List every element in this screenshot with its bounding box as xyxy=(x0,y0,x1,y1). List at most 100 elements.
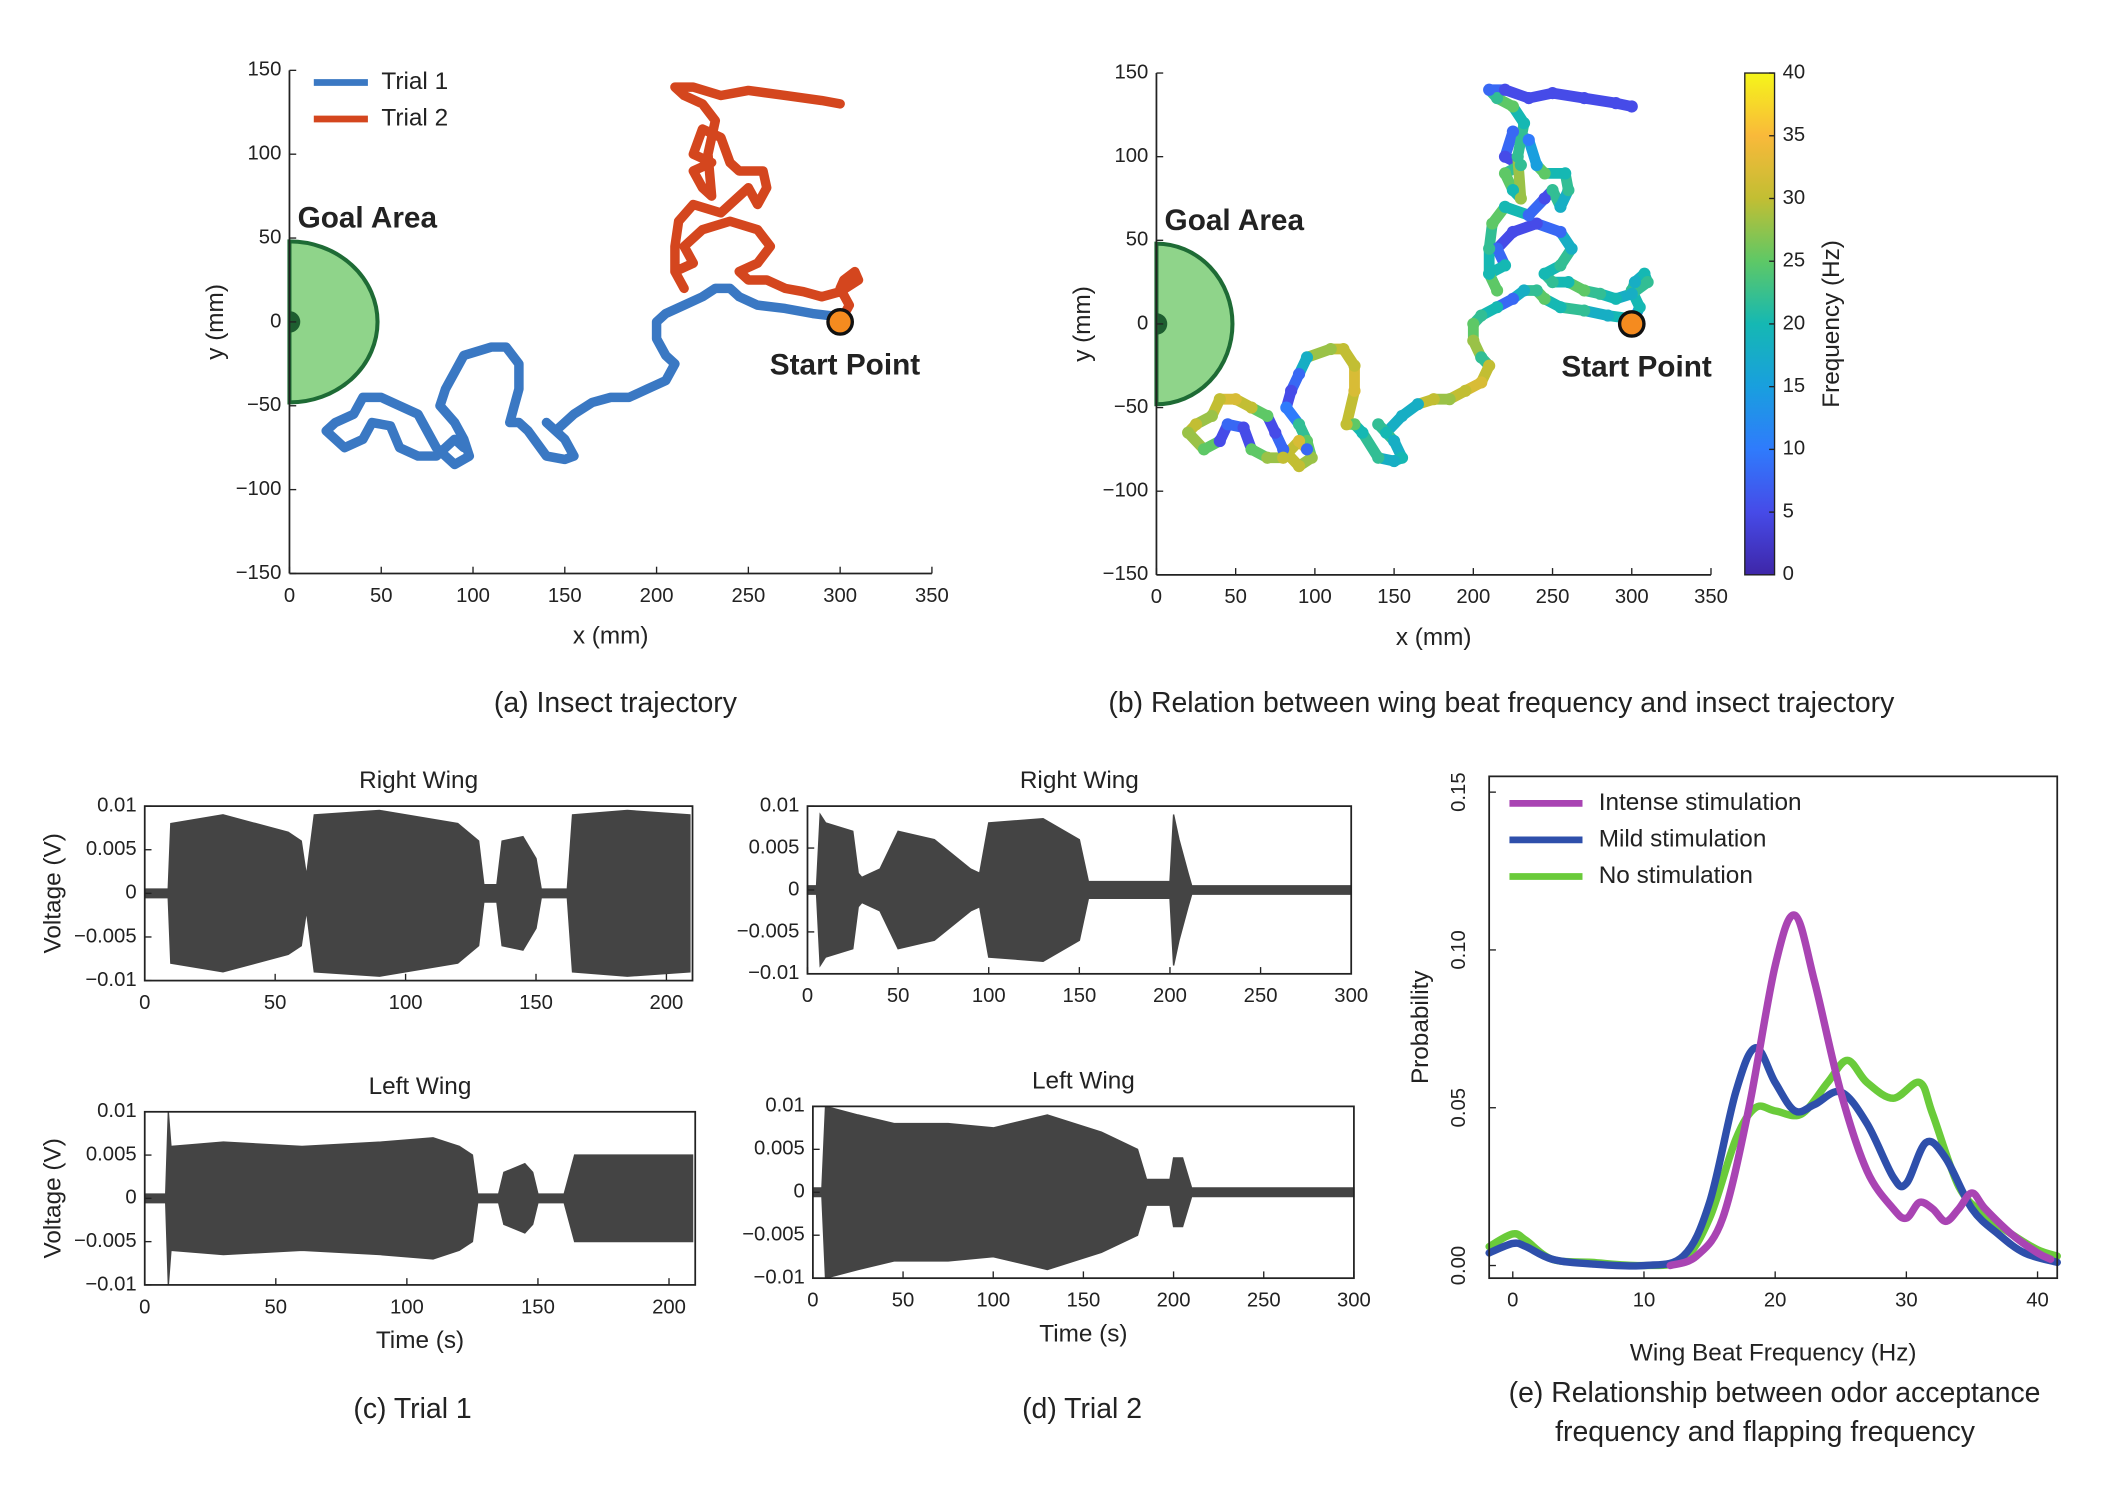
x-tick-label: 0 xyxy=(139,992,150,1014)
y-tick-label: 0.00 xyxy=(1448,1246,1470,1285)
trajectory-point xyxy=(1554,259,1567,272)
x-tick-label: 100 xyxy=(456,585,490,607)
trajectory-point xyxy=(1506,225,1520,239)
x-tick-label: 40 xyxy=(2026,1290,2049,1312)
trajectory-point xyxy=(1506,125,1520,138)
trajectory-point xyxy=(1475,309,1488,322)
trajectory-point xyxy=(1285,384,1298,397)
trajectory-point xyxy=(1459,384,1472,397)
x-tick-label: 200 xyxy=(652,1296,686,1318)
trajectory-point xyxy=(1443,393,1456,406)
trajectory-point xyxy=(1292,368,1306,381)
trajectory-point xyxy=(1498,150,1512,163)
trajectory-point xyxy=(1483,359,1496,372)
goal-area xyxy=(287,239,380,405)
trajectory-point xyxy=(1491,301,1504,314)
x-tick-label: 0 xyxy=(802,985,813,1007)
trajectory-point xyxy=(1546,184,1559,197)
trajectory-point xyxy=(1280,401,1293,414)
y-tick-label: 0 xyxy=(788,878,799,900)
trajectory-point xyxy=(1554,225,1567,239)
trajectory-point xyxy=(1483,83,1496,96)
x-tick-label: 250 xyxy=(731,585,765,607)
trajectory-point xyxy=(1522,209,1535,222)
colorbar-label: Frequency (Hz) xyxy=(1818,240,1845,408)
x-axis-label: x (mm) xyxy=(1396,624,1472,651)
y-tick-label: 0.01 xyxy=(97,1100,136,1122)
y-axis-label: y (mm) xyxy=(202,284,229,360)
start-label: Start Point xyxy=(770,348,920,381)
x-tick-label: 300 xyxy=(1615,586,1649,608)
y-tick-label: −0.005 xyxy=(74,1230,137,1252)
x-tick-label: 0 xyxy=(807,1290,818,1312)
y-tick-label: −0.005 xyxy=(74,925,137,947)
colorbar-tick-label: 25 xyxy=(1783,250,1806,272)
y-tick-label: 150 xyxy=(1115,61,1149,83)
series-line xyxy=(1485,1044,2061,1270)
x-tick-label: 150 xyxy=(1377,586,1411,608)
subplot-title: Right Wing xyxy=(1020,767,1139,794)
trajectory-point xyxy=(1559,167,1572,180)
trajectory-point xyxy=(1372,451,1385,464)
trajectory-point xyxy=(1546,87,1559,100)
trajectory-point xyxy=(1517,284,1531,297)
colorbar-tick-label: 30 xyxy=(1783,187,1806,209)
trajectory-point xyxy=(1300,443,1314,456)
trajectory-point xyxy=(1395,409,1409,423)
trajectory-point xyxy=(1292,434,1306,448)
x-tick-label: 200 xyxy=(640,585,674,607)
trajectory-point xyxy=(1530,158,1543,172)
trajectory-point xyxy=(1213,434,1226,448)
trajectory-point xyxy=(1197,443,1211,456)
trajectory-point xyxy=(1530,217,1543,230)
y-tick-label: −50 xyxy=(247,394,281,416)
trajectory-point xyxy=(1491,284,1504,297)
x-tick-label: 150 xyxy=(548,585,582,607)
trajectory-point xyxy=(1388,455,1401,468)
trajectory-point xyxy=(1292,460,1306,473)
series-line xyxy=(1485,1056,2061,1270)
trajectory-point xyxy=(1609,97,1623,110)
y-tick-label: −150 xyxy=(1103,563,1149,585)
goal-label: Goal Area xyxy=(298,202,438,235)
x-tick-label: 50 xyxy=(892,1290,915,1312)
series-line xyxy=(1666,911,2055,1270)
subplot-title: Left Wing xyxy=(369,1073,472,1100)
trajectory-point xyxy=(1380,426,1393,439)
trajectory-point xyxy=(1522,92,1535,105)
trajectory-point xyxy=(1562,184,1575,197)
y-tick-label: 150 xyxy=(248,59,282,81)
trajectory-point xyxy=(1546,276,1559,289)
x-tick-label: 250 xyxy=(1244,985,1278,1007)
start-point xyxy=(826,308,855,336)
y-tick-label: 0.15 xyxy=(1448,772,1470,811)
x-tick-label: 350 xyxy=(1694,586,1728,608)
trajectory-point xyxy=(1633,301,1646,314)
y-tick-label: 100 xyxy=(248,143,282,165)
legend-label: Trial 1 xyxy=(381,68,448,95)
y-tick-label: −50 xyxy=(1114,396,1148,418)
y-tick-label: 0.01 xyxy=(765,1095,804,1117)
trajectory-point xyxy=(1506,292,1520,305)
x-tick-label: 300 xyxy=(823,585,857,607)
legend-label: Trial 2 xyxy=(381,104,448,131)
signal-envelope xyxy=(812,1105,1355,1280)
x-tick-label: 100 xyxy=(972,985,1006,1007)
x-tick-label: 0 xyxy=(284,585,295,607)
trajectory-point xyxy=(1554,301,1567,314)
trajectory-point xyxy=(1522,133,1535,147)
signal-envelope xyxy=(806,812,1352,968)
trajectory-point xyxy=(1261,451,1274,464)
colorbar-tick-label: 5 xyxy=(1783,500,1794,522)
x-tick-label: 0 xyxy=(139,1296,150,1318)
x-tick-label: 100 xyxy=(390,1296,424,1318)
trajectory-point xyxy=(1498,83,1512,96)
trajectory-point xyxy=(1514,192,1527,205)
trajectory-point xyxy=(1189,418,1203,431)
x-tick-label: 10 xyxy=(1633,1290,1656,1312)
trajectory-point xyxy=(1277,443,1290,456)
colorbar-tick-label: 15 xyxy=(1783,375,1806,397)
y-axis-label: Voltage (V) xyxy=(40,833,67,953)
